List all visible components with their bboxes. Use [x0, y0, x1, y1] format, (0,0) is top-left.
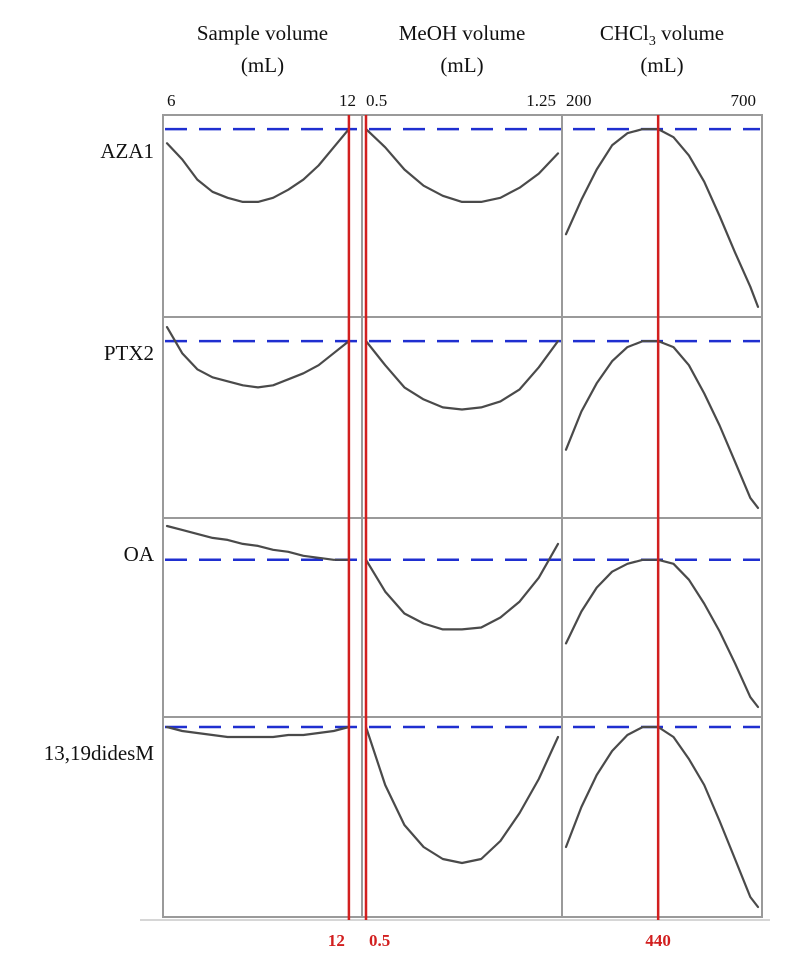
panel-frame-r1-c0 — [162, 316, 363, 519]
curve-r2-c2 — [564, 558, 760, 709]
column-header-unit-1: (mL) — [440, 53, 483, 77]
panel-frame-r0-c1 — [361, 114, 563, 318]
column-header-2: CHCl3 volume — [600, 21, 724, 49]
optimum-label-0: 12 — [328, 931, 345, 950]
column-header-subscript: 3 — [649, 34, 656, 49]
curve-r1-c2 — [564, 340, 760, 509]
tick-label-max-1: 1.25 — [526, 91, 556, 110]
column-header-unit-0: (mL) — [241, 53, 284, 77]
tick-label-min-0: 6 — [167, 91, 176, 110]
panel-frame-r1-c2 — [561, 316, 763, 519]
optimum-label-2: 440 — [645, 931, 671, 950]
column-header-unit-2: (mL) — [640, 53, 683, 77]
curve-r1-c0 — [165, 326, 350, 389]
panel-frame-r2-c1 — [361, 517, 563, 718]
curve-r0-c0 — [165, 128, 350, 203]
column-header-0: Sample volume — [197, 21, 328, 45]
curve-r3-c0 — [165, 725, 350, 739]
row-label-0: AZA1 — [100, 139, 154, 163]
panel-frame-r1-c1 — [361, 316, 563, 519]
row-label-2: OA — [124, 542, 155, 566]
tick-label-min-1: 0.5 — [366, 91, 387, 110]
column-header-text: CHCl — [600, 21, 649, 45]
panel-frame-r0-c0 — [162, 114, 363, 318]
panel-frame-r0-c2 — [561, 114, 763, 318]
curve-r0-c1 — [364, 128, 560, 203]
row-label-1: PTX2 — [104, 341, 154, 365]
tick-label-min-2: 200 — [566, 91, 592, 110]
curve-r1-c1 — [364, 340, 560, 411]
tick-label-max-0: 12 — [339, 91, 356, 110]
panel-frame-r2-c2 — [561, 517, 763, 718]
curve-r2-c0 — [165, 524, 350, 561]
curve-r3-c2 — [564, 725, 760, 909]
curve-r3-c1 — [364, 725, 560, 865]
curve-r2-c1 — [364, 542, 560, 631]
tick-label-max-2: 700 — [731, 91, 757, 110]
optimum-label-1: 0.5 — [369, 931, 390, 950]
panel-frame-r3-c2 — [561, 716, 763, 918]
curve-r0-c2 — [564, 128, 760, 308]
panel-frame-r3-c1 — [361, 716, 563, 918]
column-header-1: MeOH volume — [399, 21, 526, 45]
panel-frame-r3-c0 — [162, 716, 363, 918]
row-label-3: 13,19didesM — [44, 741, 155, 765]
column-header-suffix: volume — [656, 21, 724, 45]
